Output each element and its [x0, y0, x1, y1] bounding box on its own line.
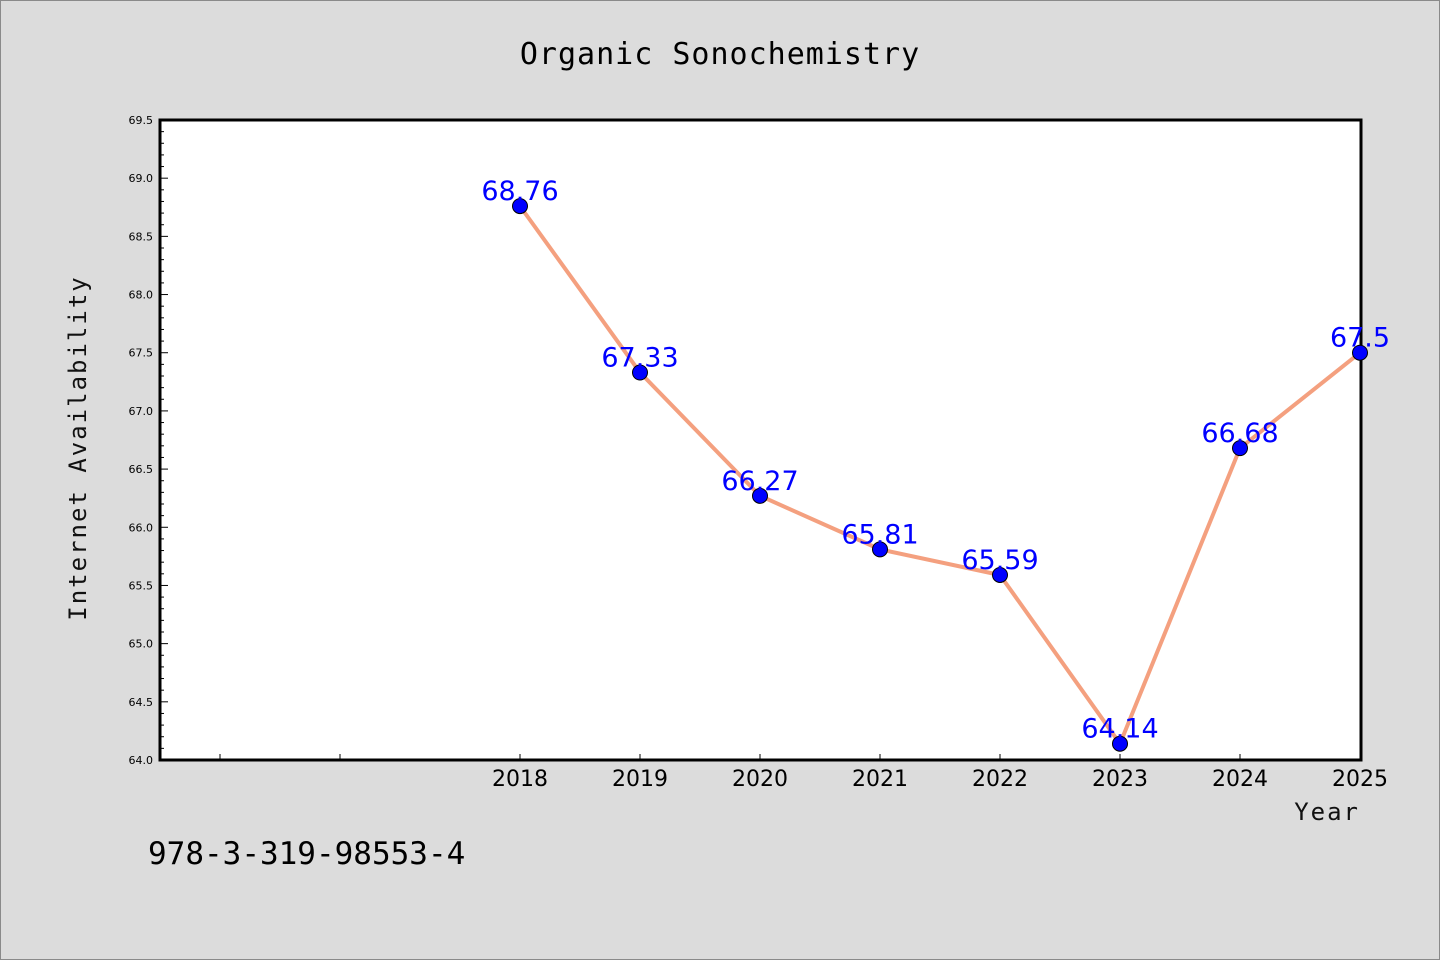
x-axis-label: Year	[1294, 798, 1360, 826]
plot-area	[158, 118, 1363, 762]
y-tick-label: 67.5	[129, 347, 154, 360]
y-tick-label: 65.0	[129, 638, 154, 651]
y-tick-label: 66.5	[129, 463, 154, 476]
x-tick-label: 2019	[612, 767, 668, 792]
y-tick-label: 68.0	[129, 289, 154, 302]
x-tick-label: 2021	[852, 767, 908, 792]
y-tick-label: 68.5	[129, 230, 154, 243]
y-axis-label: Internet Availability	[64, 275, 92, 620]
y-tick-label: 64.0	[129, 754, 154, 767]
x-tick-label: 2022	[972, 767, 1028, 792]
x-tick-label: 2018	[492, 767, 548, 792]
data-label: 66.27	[721, 466, 798, 497]
data-points	[512, 198, 1368, 752]
data-point	[872, 541, 888, 558]
x-axis-ticks: 2018 2019 2020 2021 2022 2023 2024 2025	[219, 754, 1388, 792]
y-tick-label: 64.5	[129, 696, 154, 709]
y-tick-label: 66.0	[129, 521, 154, 534]
y-tick-label: 67.0	[129, 405, 154, 418]
y-tick-label: 69.5	[129, 114, 154, 127]
data-labels: 68.76 67.33 66.27 65.81 65.59 64.14 66.68 67.5	[481, 176, 1390, 745]
x-tick-label: 2025	[1332, 767, 1388, 792]
y-axis-ticks: 64.0 64.5 65.0 65.5 66.0 66.5 67.0 67.5 68.0 68.5…	[129, 114, 168, 767]
data-point	[752, 487, 768, 504]
data-point	[1112, 735, 1128, 752]
data-point	[512, 198, 528, 215]
data-point	[992, 566, 1008, 583]
data-point	[1232, 440, 1248, 457]
data-label: 68.76	[481, 176, 558, 207]
data-label: 67.5	[1330, 323, 1390, 354]
y-tick-label: 65.5	[129, 579, 154, 592]
x-tick-label: 2024	[1212, 767, 1268, 792]
footer-code: 978-3-319-98553-4	[148, 836, 465, 872]
data-label: 64.14	[1081, 714, 1158, 745]
data-label: 66.68	[1201, 418, 1278, 449]
data-point	[632, 364, 648, 381]
data-point	[1352, 344, 1368, 361]
data-label: 65.81	[841, 519, 918, 550]
series-polyline	[518, 204, 1362, 746]
x-tick-label: 2020	[732, 767, 788, 792]
data-label: 65.59	[961, 545, 1038, 576]
data-label: 67.33	[601, 343, 678, 374]
x-tick-label: 2023	[1092, 767, 1148, 792]
chart-title: Organic Sonochemistry	[520, 37, 920, 72]
y-tick-label: 69.0	[129, 172, 154, 185]
series-line	[518, 204, 1362, 746]
